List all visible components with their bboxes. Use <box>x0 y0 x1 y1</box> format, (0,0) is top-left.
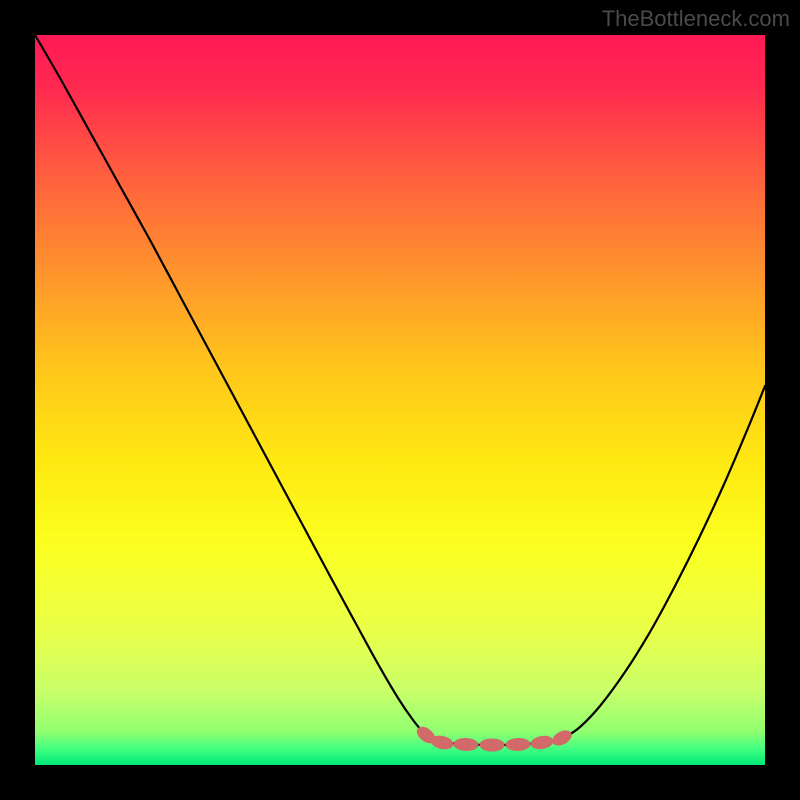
valley-marker <box>506 738 530 751</box>
chart-container: { "watermark": { "text": "TheBottleneck.… <box>0 0 800 800</box>
bottleneck-chart <box>0 0 800 800</box>
watermark-text: TheBottleneck.com <box>602 6 790 32</box>
valley-marker <box>454 738 478 751</box>
valley-marker <box>480 739 504 751</box>
gradient-plot-area <box>35 35 765 765</box>
